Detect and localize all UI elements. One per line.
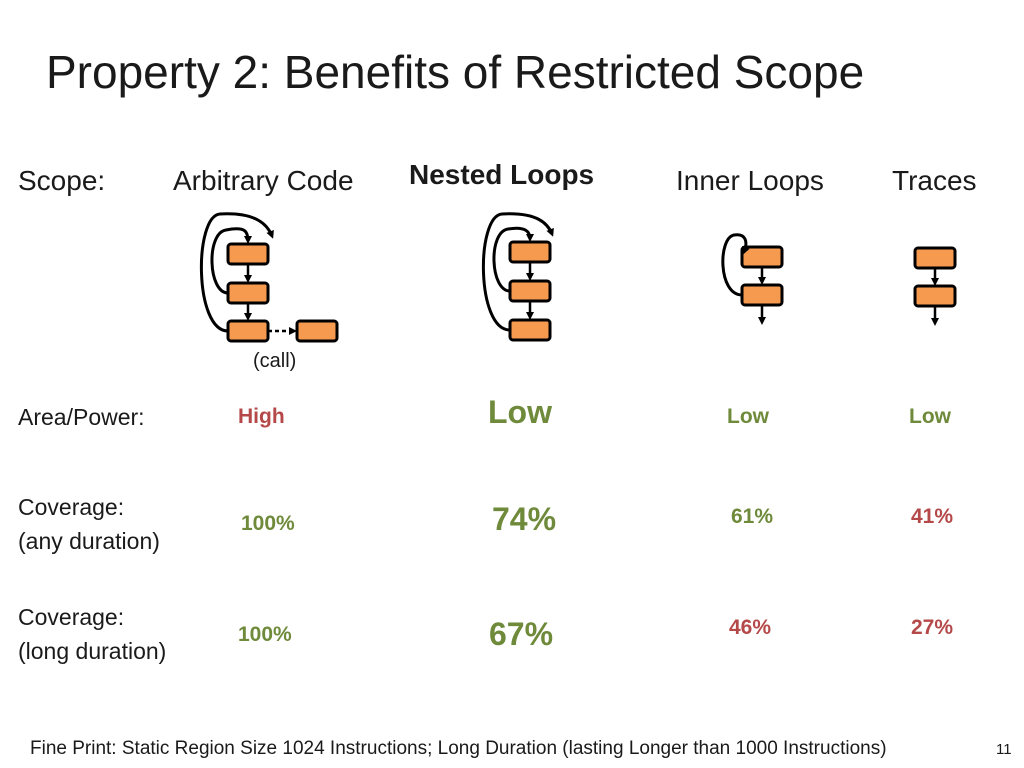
callee-block <box>295 319 339 343</box>
row-label-coverage-any: Coverage: <box>18 494 125 520</box>
code-block <box>226 242 270 266</box>
call-label: (call) <box>253 350 297 372</box>
code-block <box>913 246 957 270</box>
coverage-long-nested-loops: 67% <box>489 616 554 652</box>
column-header-arbitrary-code: Arbitrary Code <box>173 165 354 196</box>
traces-diagram <box>913 246 957 326</box>
code-block <box>740 245 784 269</box>
row-label-coverage-long: Coverage: <box>18 604 125 630</box>
coverage-any-inner-loops: 61% <box>731 505 774 528</box>
coverage-long-inner-loops: 46% <box>729 616 772 639</box>
code-block <box>508 279 552 303</box>
arbitrary-code-diagram <box>200 212 339 343</box>
column-header-traces: Traces <box>892 165 977 196</box>
scope-label: Scope: <box>18 165 106 196</box>
inner-loops-diagram <box>721 233 784 325</box>
code-block <box>913 284 957 308</box>
row-sublabel-long-duration: (long duration) <box>18 638 167 664</box>
code-block <box>508 240 552 264</box>
coverage-any-arbitrary-code: 100% <box>241 512 295 535</box>
slide-title: Property 2: Benefits of Restricted Scope <box>46 46 865 98</box>
column-header-inner-loops: Inner Loops <box>676 165 824 196</box>
coverage-long-traces: 27% <box>911 616 954 639</box>
area-power-nested-loops: Low <box>488 394 552 430</box>
coverage-any-nested-loops: 74% <box>492 501 557 537</box>
row-label-area-power: Area/Power: <box>18 404 145 430</box>
code-block <box>740 283 784 307</box>
row-sublabel-any-duration: (any duration) <box>18 528 160 554</box>
page-number: 11 <box>996 741 1012 758</box>
code-block <box>226 281 270 305</box>
area-power-traces: Low <box>909 405 951 428</box>
code-block <box>508 318 552 342</box>
nested-loops-diagram <box>482 212 554 342</box>
column-header-nested-loops: Nested Loops <box>409 159 595 190</box>
area-power-arbitrary-code: High <box>238 405 285 428</box>
coverage-any-traces: 41% <box>911 505 954 528</box>
fine-print: Fine Print: Static Region Size 1024 Inst… <box>30 738 887 759</box>
code-block <box>226 319 270 343</box>
area-power-inner-loops: Low <box>727 405 769 428</box>
coverage-long-arbitrary-code: 100% <box>238 623 292 646</box>
